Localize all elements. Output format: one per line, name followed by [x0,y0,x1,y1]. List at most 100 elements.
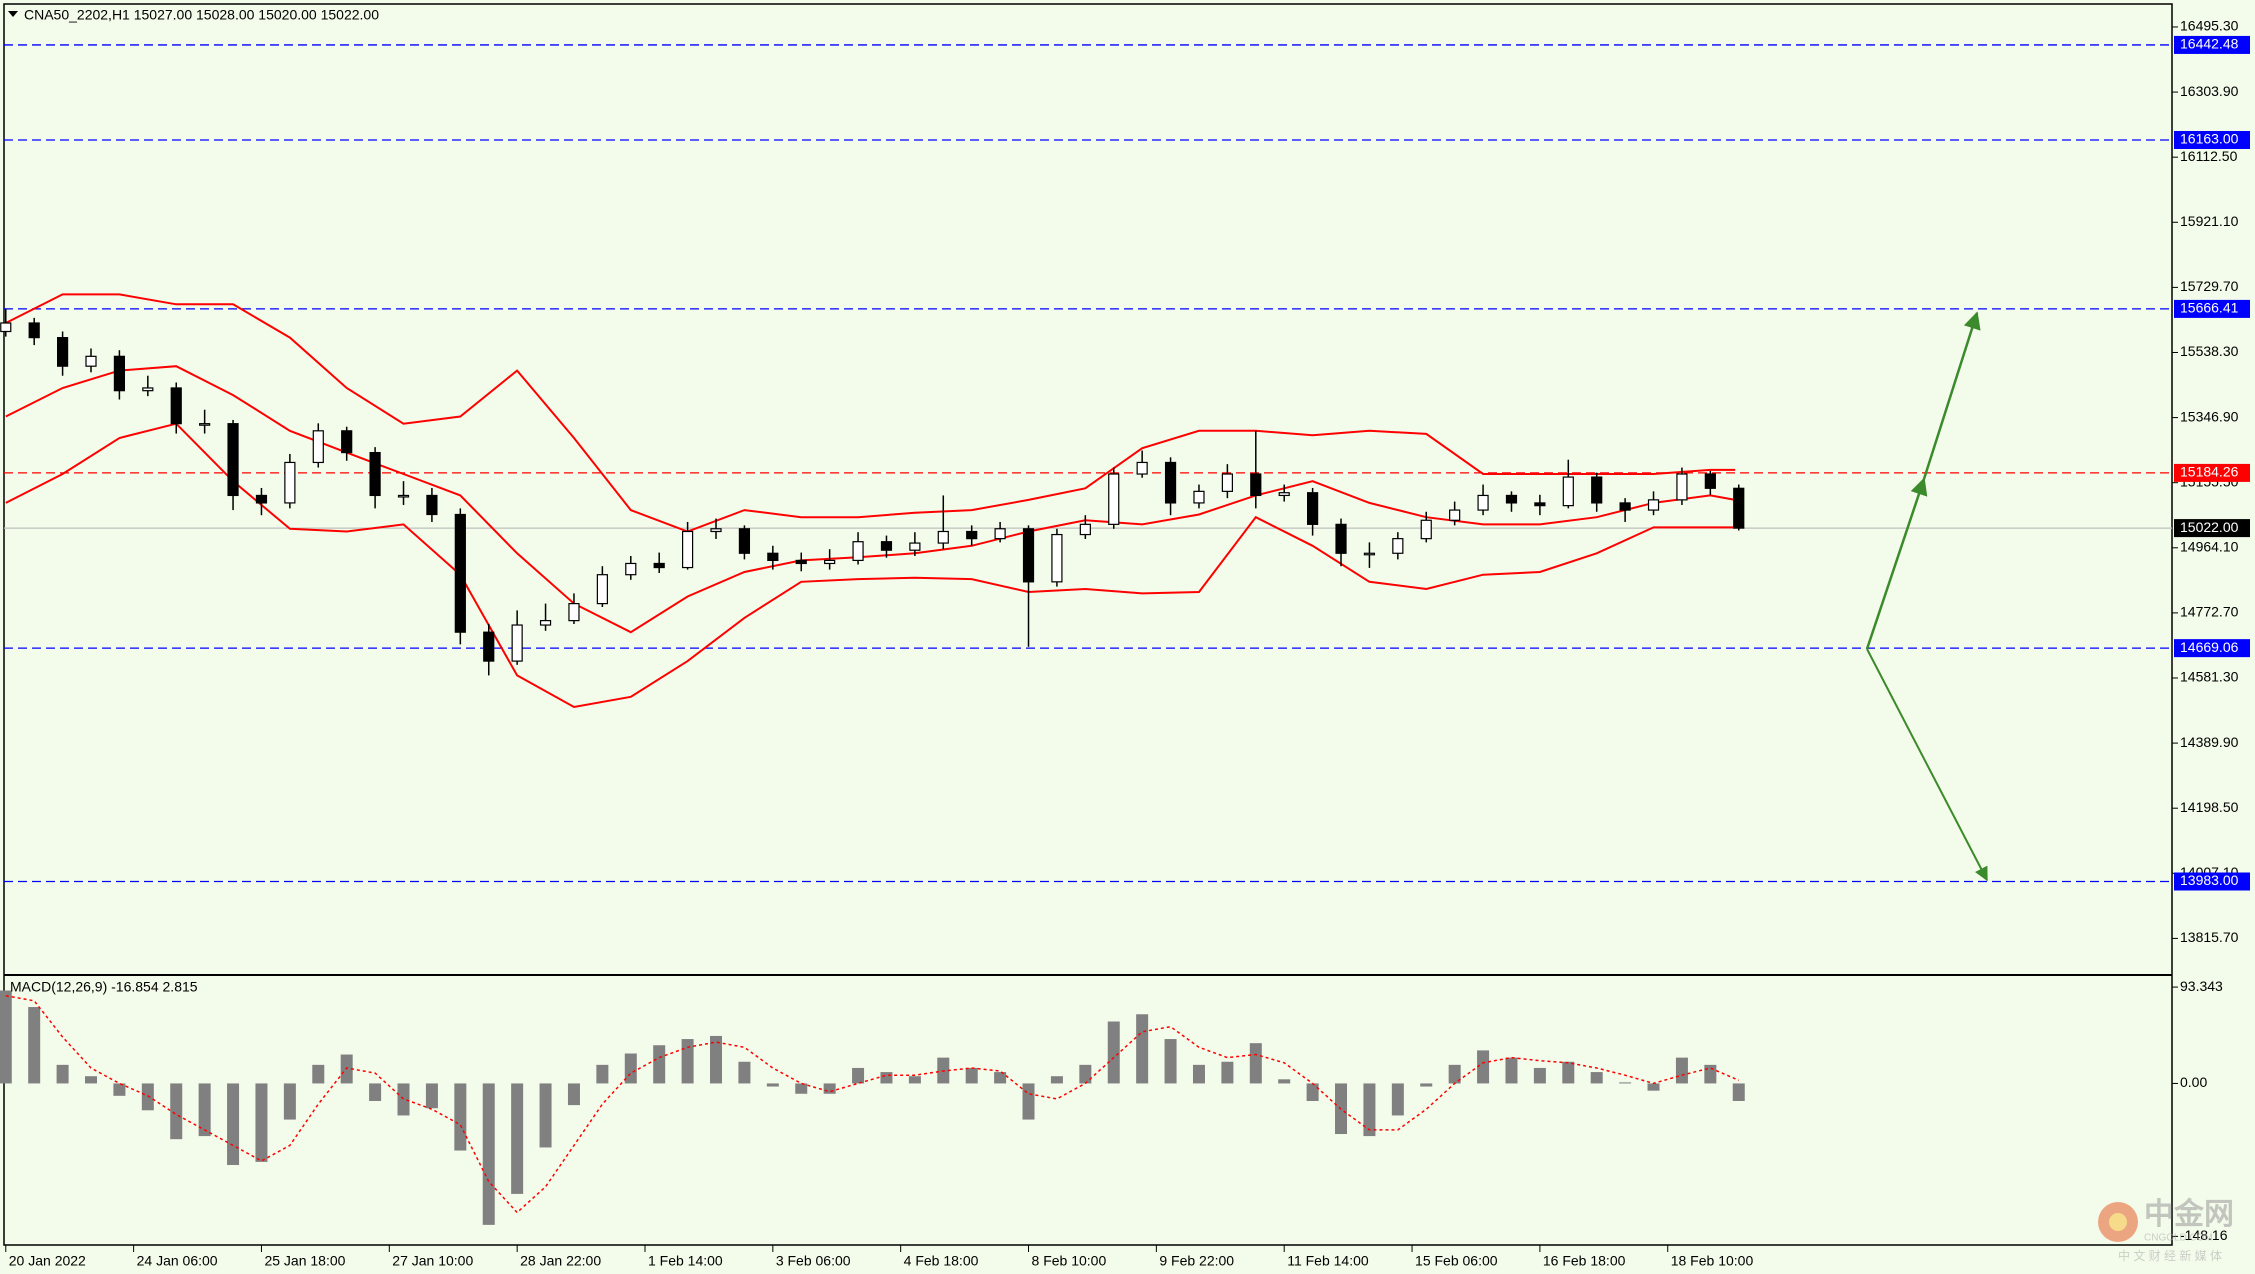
macd-bar [1732,1083,1745,1101]
macd-bar [1562,1061,1575,1084]
macd-bar [567,1083,580,1106]
candle-body [1477,494,1489,511]
macd-bar [170,1083,183,1140]
y-tick-label: 15346.90 [2180,408,2239,424]
candle-body [710,528,722,533]
macd-bar [1533,1067,1546,1084]
macd-bar [397,1083,410,1116]
macd-bar [85,1076,98,1084]
macd-bar [1477,1050,1490,1084]
price-level-box [2174,639,2250,658]
candle-body [199,423,211,426]
macd-bar [113,1083,126,1096]
candle-body [341,430,353,454]
macd-bar [1249,1043,1262,1084]
candle-body [653,562,665,569]
macd-bar [795,1083,808,1094]
watermark: 中金网 CNGOLD.COM 中 文 财 经 新 媒 体 [2098,1197,2234,1263]
macd-bar [1278,1079,1291,1084]
price-level-label: 15022.00 [2180,519,2239,535]
x-tick-label: 20 Jan 2022 [9,1253,86,1269]
y-tick-label: 15921.10 [2180,213,2239,229]
candle-body [682,530,694,569]
watermark-site: CNGOLD.COM [2144,1233,2213,1244]
candle-body [568,603,580,622]
macd-bar [0,990,12,1084]
candle-body [255,494,268,504]
candle-body [284,461,296,504]
x-tick-label: 1 Feb 14:00 [648,1253,723,1269]
y-tick-label: 14389.90 [2180,734,2239,750]
candle-body [142,387,154,392]
macd-bar [1107,1021,1120,1084]
candle-body [312,430,324,464]
macd-bar [425,1083,438,1109]
price-level-label: 16163.00 [2180,131,2239,147]
macd-bar [369,1083,382,1101]
y-tick-label: 93.343 [2180,978,2223,994]
candle-body [1704,473,1716,489]
candle-body [511,624,523,662]
y-tick-label: 16112.50 [2180,148,2238,164]
y-tick-label: 15538.30 [2180,343,2239,359]
candle-body [824,559,836,565]
watermark-name: 中金网 [2144,1197,2234,1231]
macd-bar [1448,1064,1461,1084]
x-tick-label: 4 Feb 18:00 [904,1253,979,1269]
x-tick-label: 11 Feb 14:00 [1287,1253,1369,1269]
candle-body [454,513,466,633]
candle-body [1676,473,1688,501]
candle-body [483,631,495,662]
x-tick-label: 15 Feb 06:00 [1415,1253,1498,1269]
y-tick-label: 14198.50 [2180,799,2239,815]
macd-bar [1221,1061,1234,1084]
x-tick-label: 27 Jan 10:00 [392,1253,473,1269]
x-tick-label: 28 Jan 22:00 [520,1253,601,1269]
price-level-label: 16442.48 [2180,36,2239,52]
y-tick-label: 14772.70 [2180,604,2239,620]
candle-body [113,355,126,392]
macd-bar [1704,1064,1717,1084]
candle-body [369,451,381,497]
candle-body [1079,523,1091,536]
price-level-box [2174,519,2250,538]
price-panel: 16495.30 16303.90 16112.50 15921.10 15729.70… [0,18,2250,945]
macd-bar [1136,1014,1149,1084]
candle-body [1619,502,1631,511]
candle-body [994,528,1006,540]
menu-triangle[interactable] [8,11,18,17]
macd-bar [28,1007,41,1084]
macd-bar [312,1064,325,1084]
x-tick-label: 3 Feb 06:00 [776,1253,851,1269]
candle-body [227,423,239,497]
macd-bar [1619,1082,1632,1084]
candle-body [1221,473,1233,492]
y-tick-label: 14581.30 [2180,669,2239,685]
candle-body [1278,492,1290,497]
macd-title: MACD(12,26,9) -16.854 2.815 [10,979,198,995]
candle-body [767,552,779,562]
price-level-label: 14669.06 [2180,639,2239,655]
y-tick-label: 14964.10 [2180,538,2239,554]
candle-body [795,559,807,565]
watermark-logo-core [2109,1213,2127,1231]
candle-body [1164,461,1177,504]
candle-body [426,494,438,516]
macd-bar [1391,1083,1404,1116]
candle-body [1022,528,1035,583]
macd-bar [681,1039,694,1084]
macd-bar [454,1083,467,1151]
macd-bar [596,1064,609,1084]
price-level-label: 15666.41 [2180,300,2239,316]
macd-bar [738,1061,751,1084]
y-tick-label: 16303.90 [2180,83,2239,99]
y-tick-label: 13815.70 [2180,929,2239,945]
macd-bar [56,1064,69,1084]
candle-body [1051,533,1063,583]
candle-body [1449,509,1461,521]
candle-body [1562,476,1574,507]
candle-body [880,541,893,551]
